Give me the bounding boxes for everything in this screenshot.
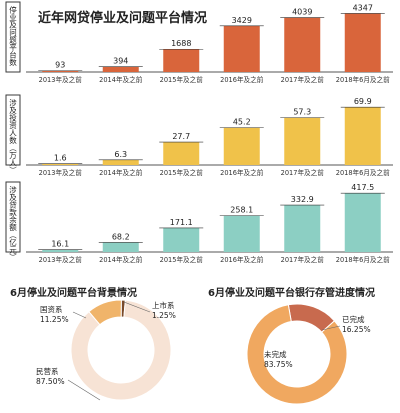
data-label: 332.9 — [291, 195, 314, 204]
x-tick-label: 2016年及之前 — [220, 75, 264, 84]
data-label: 68.2 — [112, 232, 130, 241]
leader-line — [72, 311, 87, 319]
leader-line — [321, 325, 341, 331]
bar — [42, 70, 79, 72]
data-label: 4039 — [292, 8, 312, 17]
bar — [223, 127, 260, 165]
data-label: 258.1 — [230, 206, 253, 215]
y-axis-label: 停业及问题平台数 — [8, 5, 17, 68]
bar — [223, 25, 260, 72]
page-title: 近年网贷停业及问题平台情况 — [38, 10, 207, 26]
slice-percent: 83.75% — [264, 360, 293, 369]
data-label: 394 — [113, 57, 128, 66]
x-tick-label: 2016年及之前 — [220, 255, 264, 264]
x-tick-label: 2018年6月及之前 — [336, 168, 390, 177]
donut-slice — [246, 304, 348, 405]
bar — [42, 163, 79, 165]
y-axis-label: 涉及贷款余额（亿元） — [8, 185, 17, 261]
x-tick-label: 2017年及之前 — [281, 168, 325, 177]
bar — [344, 13, 381, 72]
x-tick-label: 2015年及之前 — [160, 255, 204, 264]
slice-label: 国资系 — [40, 304, 63, 314]
x-tick-label: 2014年及之前 — [99, 255, 143, 264]
y-axis-label: 涉及投资人数（万人） — [8, 98, 17, 174]
x-tick-label: 2016年及之前 — [220, 168, 264, 177]
slice-percent: 16.25% — [342, 325, 371, 334]
bar — [102, 242, 139, 252]
slice-percent: 87.50% — [36, 377, 65, 386]
x-tick-label: 2013年及之前 — [39, 75, 83, 84]
x-tick-label: 2018年6月及之前 — [336, 75, 390, 84]
leader-line — [123, 301, 151, 313]
donut-title: 6月停业及问题平台银行存管进度情况 — [208, 286, 375, 299]
x-tick-label: 2017年及之前 — [281, 255, 325, 264]
data-label: 1688 — [171, 39, 191, 48]
bar — [102, 66, 139, 72]
x-tick-label: 2014年及之前 — [99, 168, 143, 177]
slice-label: 上市系 — [152, 300, 175, 310]
bar — [284, 117, 321, 165]
data-label: 4347 — [353, 3, 373, 12]
data-label: 57.3 — [293, 108, 311, 117]
data-label: 171.1 — [170, 218, 193, 227]
bar — [344, 193, 381, 252]
donut-slice — [70, 299, 172, 401]
slice-label: 已完成 — [342, 314, 365, 324]
slice-percent: 11.25% — [40, 315, 69, 324]
slice-label: 民营系 — [36, 366, 59, 376]
bar — [284, 205, 321, 252]
bar — [344, 107, 381, 165]
slice-label: 未完成 — [264, 349, 287, 359]
ylabel-box — [5, 181, 21, 253]
data-label: 3429 — [232, 16, 252, 25]
donut-chart-panels: 6月停业及问题平台背景情况国资系11.25%上市系1.25%民营系87.50%6… — [10, 286, 375, 405]
bar — [42, 249, 79, 252]
data-label: 417.5 — [351, 183, 374, 192]
bar-chart-3: 涉及贷款余额（亿元） 16.1 2013年及之前 68.2 2014年及之前 171.1 2… — [5, 181, 393, 264]
data-label: 93 — [55, 61, 65, 70]
x-tick-label: 2015年及之前 — [160, 168, 204, 177]
leader-line — [67, 379, 101, 401]
bar — [163, 227, 200, 252]
ylabel-box — [5, 1, 21, 73]
bar — [284, 17, 321, 73]
bar-chart-1: 停业及问题平台数 93 2013年及之前 394 2014年及之前 1688 2015年及之… — [5, 1, 393, 84]
x-tick-label: 2014年及之前 — [99, 75, 143, 84]
data-label: 27.7 — [172, 132, 190, 141]
slice-percent: 1.25% — [152, 311, 176, 320]
x-tick-label: 2013年及之前 — [39, 255, 83, 264]
x-tick-label: 2018年6月及之前 — [336, 255, 390, 264]
bar — [163, 142, 200, 165]
x-tick-label: 2015年及之前 — [160, 75, 204, 84]
bar — [102, 159, 139, 165]
x-tick-label: 2017年及之前 — [281, 75, 325, 84]
data-label: 45.2 — [233, 118, 251, 127]
bar — [223, 215, 260, 252]
bar-chart-2: 涉及投资人数（万人） 1.6 2013年及之前 6.3 2014年及之前 27.7 2015… — [5, 94, 393, 177]
bar-chart-panels: 停业及问题平台数 93 2013年及之前 394 2014年及之前 1688 2015年及之… — [5, 1, 393, 264]
donut-title: 6月停业及问题平台背景情况 — [10, 286, 137, 299]
data-label: 6.3 — [114, 150, 127, 159]
x-tick-label: 2013年及之前 — [39, 168, 83, 177]
data-label: 1.6 — [54, 154, 67, 163]
data-label: 16.1 — [51, 240, 69, 249]
ylabel-box — [5, 94, 21, 166]
data-label: 69.9 — [354, 97, 372, 106]
bar — [163, 49, 200, 72]
